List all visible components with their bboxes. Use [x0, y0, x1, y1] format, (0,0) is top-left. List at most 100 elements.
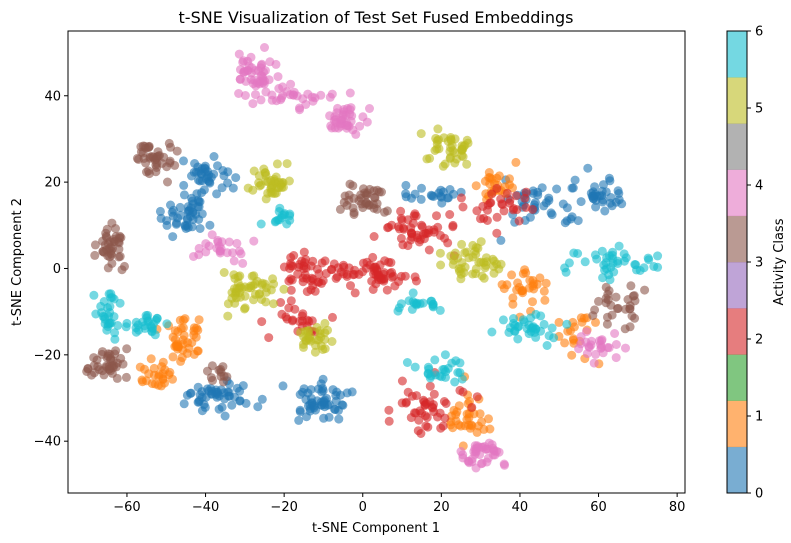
x-tick-label: −60 [113, 500, 140, 515]
scatter-point [190, 159, 200, 168]
scatter-point [306, 276, 316, 286]
scatter-point [91, 309, 101, 319]
scatter-point [303, 89, 313, 99]
scatter-point [537, 183, 547, 193]
scatter-point [485, 424, 495, 434]
scatter-point [372, 185, 382, 195]
scatter-point [424, 245, 434, 255]
scatter-point [384, 405, 394, 415]
scatter-point [231, 173, 241, 183]
scatter-point [286, 79, 296, 89]
scatter-point [334, 414, 344, 424]
scatter-point [428, 299, 438, 309]
scatter-point [573, 216, 583, 226]
scatter-point [146, 354, 156, 364]
scatter-point [312, 396, 322, 406]
scatter-point [603, 295, 613, 305]
scatter-point [205, 220, 215, 230]
scatter-point [235, 396, 245, 406]
x-tick-label: 80 [669, 500, 686, 515]
scatter-point [561, 267, 571, 277]
scatter-point [156, 381, 166, 391]
scatter-point [361, 198, 371, 208]
scatter-point [238, 258, 248, 268]
scatter-point [421, 421, 431, 431]
scatter-point [431, 133, 441, 143]
scatter-point [635, 266, 645, 275]
scatter-point [369, 232, 379, 241]
scatter-point [176, 324, 186, 333]
scatter-point [489, 268, 499, 278]
scatter-point [590, 250, 600, 260]
scatter-point [425, 153, 435, 163]
scatter-point [492, 446, 502, 456]
plot-frame [67, 30, 686, 494]
scatter-point [397, 215, 407, 225]
scatter-point [209, 152, 219, 161]
colorbar-band [727, 77, 747, 124]
scatter-point [227, 293, 237, 303]
scatter-point [255, 181, 265, 191]
scatter-point [90, 240, 100, 250]
scatter-point [224, 237, 234, 247]
scatter-point [212, 189, 222, 199]
scatter-point [458, 453, 468, 463]
scatter-point [89, 353, 99, 363]
scatter-point [539, 319, 549, 329]
scatter-point [234, 283, 244, 293]
scatter-point [193, 382, 203, 392]
scatter-point [408, 297, 418, 306]
scatter-point [471, 181, 481, 191]
scatter-point [90, 250, 100, 260]
scatter-point [558, 199, 568, 209]
scatter-point [234, 89, 244, 98]
scatter-point [240, 91, 250, 100]
colorbar-ticks: 0 1 2 3 4 5 6 [747, 25, 763, 502]
scatter-point [611, 353, 621, 363]
scatter-point [401, 180, 411, 190]
scatter-point [143, 310, 153, 320]
scatter-point [358, 112, 368, 122]
x-tick-label: −40 [192, 500, 219, 515]
scatter-point [492, 259, 502, 269]
scatter-point [430, 146, 440, 155]
scatter-point [606, 193, 616, 202]
colorbar-band [727, 123, 747, 170]
scatter-point [273, 72, 283, 82]
scatter-point [528, 189, 538, 198]
scatter-point [327, 89, 337, 99]
scatter-point [312, 322, 322, 332]
scatter-point [470, 444, 480, 454]
scatter-point [187, 196, 197, 206]
scatter-point [240, 304, 249, 314]
scatter-point [144, 142, 154, 152]
scatter-point [140, 321, 150, 331]
scatter-point [327, 123, 337, 133]
colorbar [726, 30, 748, 494]
colorbar-band [727, 308, 747, 355]
scatter-point [269, 299, 278, 309]
scatter-point [105, 252, 115, 262]
scatter-point [492, 212, 502, 222]
scatter-point [330, 404, 339, 414]
scatter-point [287, 316, 297, 326]
scatter-point [481, 253, 491, 263]
scatter-point [333, 123, 343, 133]
scatter-point [570, 175, 580, 185]
scatter-point [268, 274, 278, 284]
scatter-point [151, 315, 161, 325]
scatter-point [614, 241, 624, 251]
scatter-point [134, 154, 143, 164]
scatter-point [194, 243, 204, 253]
scatter-point [502, 188, 512, 198]
scatter-point [144, 169, 154, 179]
scatter-point [281, 312, 291, 322]
scatter-point [468, 252, 478, 262]
scatter-point [247, 63, 257, 73]
scatter-point [368, 200, 378, 210]
scatter-point [384, 416, 394, 426]
scatter-point [365, 104, 374, 113]
scatter-point [354, 196, 364, 206]
scatter-point [429, 389, 439, 399]
scatter-point [320, 318, 330, 328]
